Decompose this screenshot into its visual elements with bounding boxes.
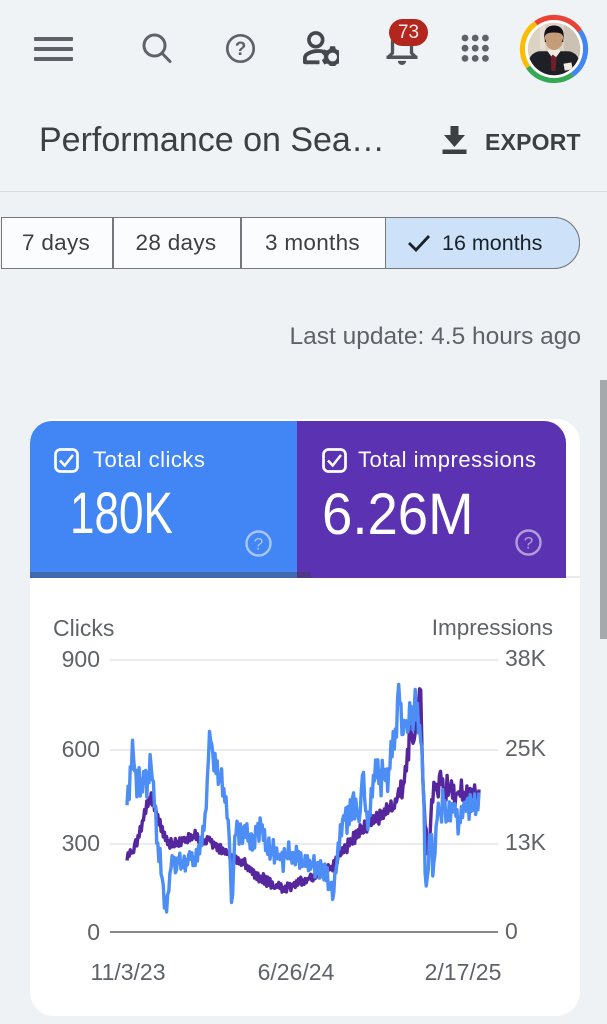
svg-text:?: ?: [524, 534, 533, 553]
svg-text:?: ?: [235, 39, 247, 60]
svg-text:?: ?: [254, 535, 263, 554]
